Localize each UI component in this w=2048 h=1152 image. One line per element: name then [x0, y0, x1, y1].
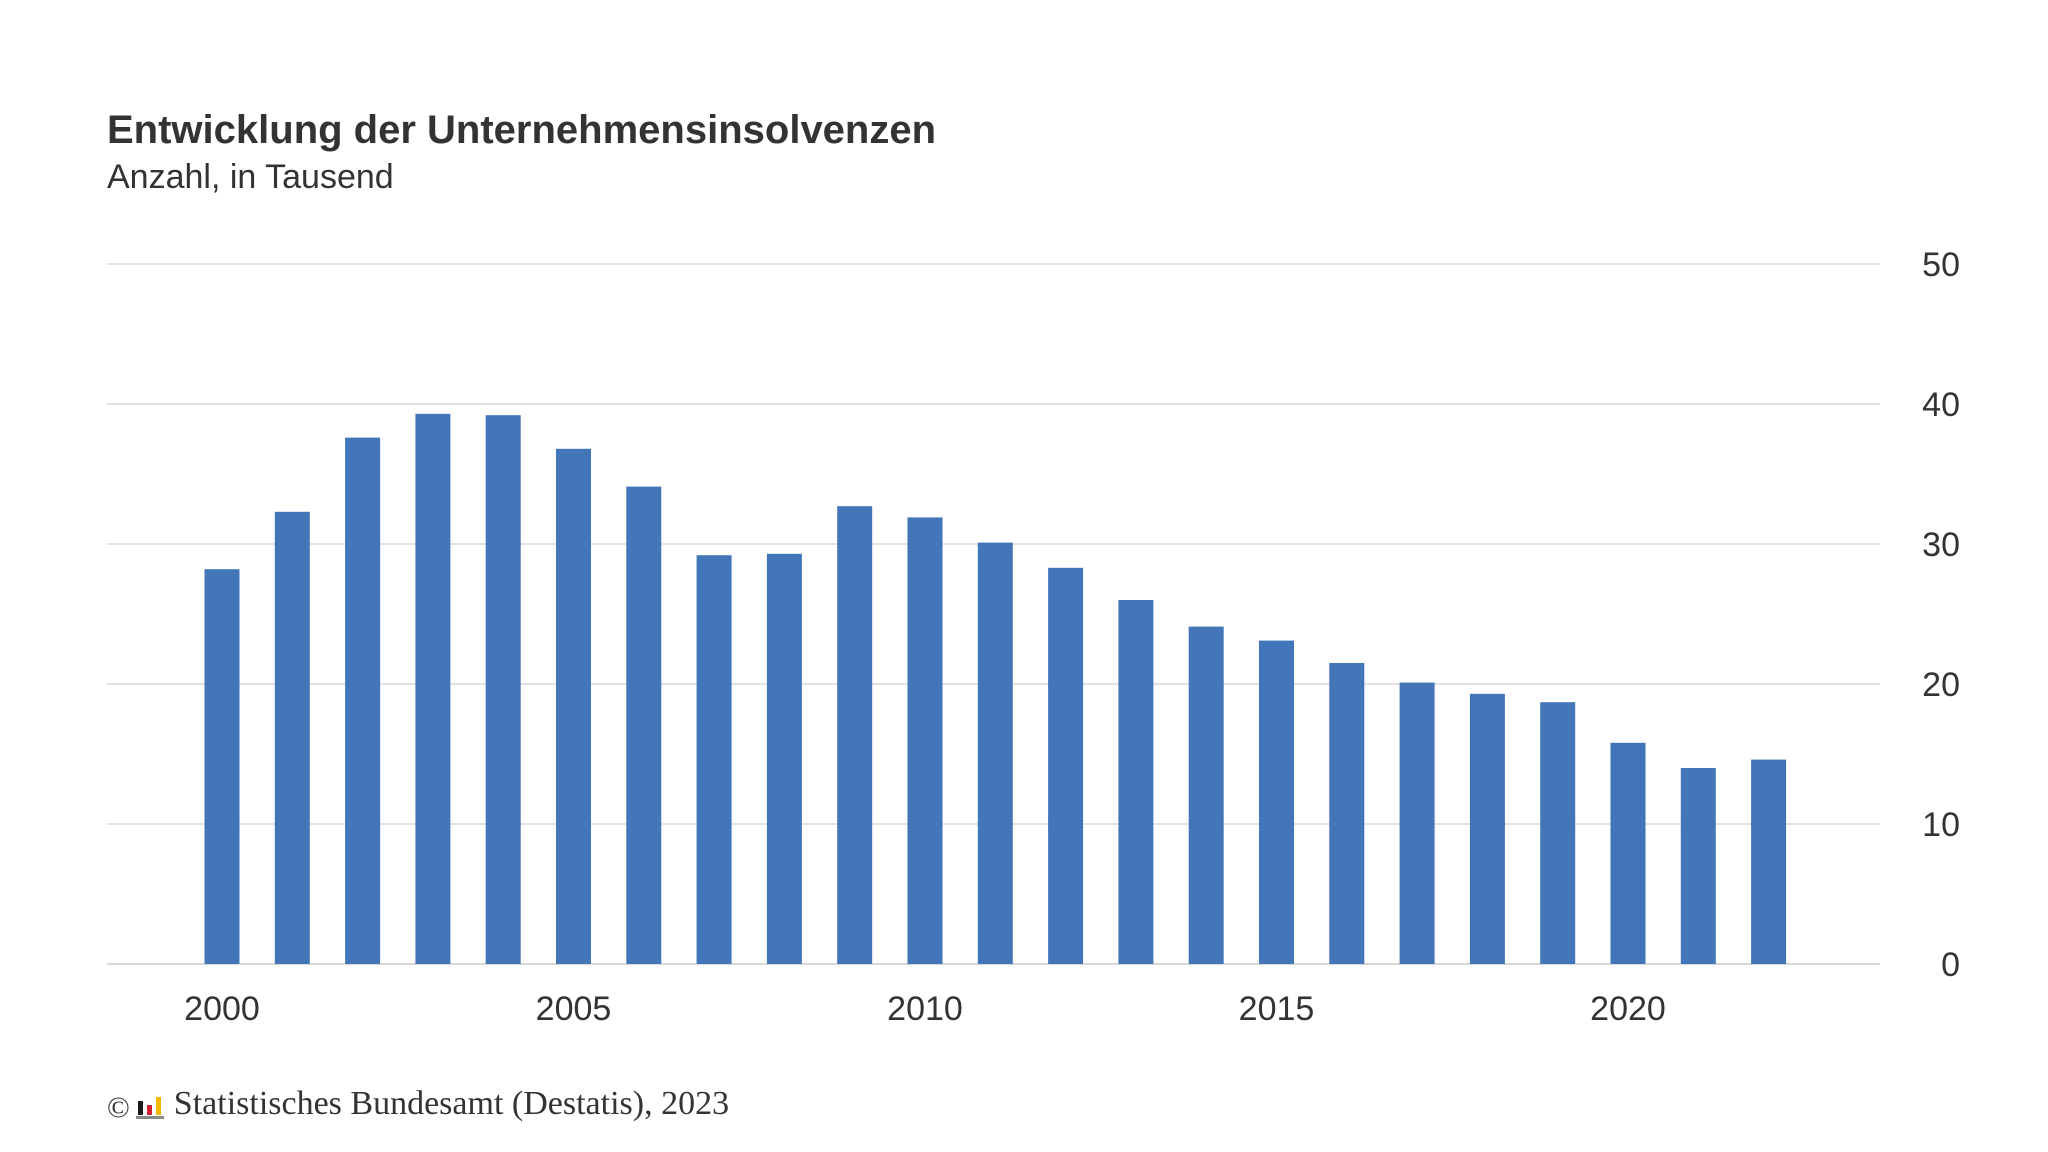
bar-2015: [1259, 640, 1294, 964]
source-text: Statistisches Bundesamt (Destatis), 2023: [173, 1085, 730, 1122]
y-tick-label: 40: [1922, 386, 1960, 424]
y-tick-label: 50: [1922, 246, 1960, 284]
bar-2005: [556, 448, 591, 964]
bar-2006: [626, 486, 662, 964]
chart-subtitle: Anzahl, in Tausend: [107, 158, 394, 196]
destatis-logo-icon: [135, 1097, 164, 1119]
bar-2007: [696, 555, 732, 964]
chart-title: Entwicklung der Unternehmensinsolvenzen: [107, 108, 937, 152]
bar-2010: [907, 517, 943, 964]
bar-2012: [1048, 567, 1084, 964]
bar-2014: [1188, 626, 1224, 964]
bar-2013: [1118, 600, 1154, 964]
y-tick-label: 10: [1922, 806, 1960, 844]
bar-2017: [1399, 682, 1435, 964]
bar-2018: [1469, 693, 1505, 964]
copyright-symbol: ©: [107, 1091, 130, 1124]
y-tick-label: 20: [1922, 666, 1960, 704]
bar-2000: [204, 569, 240, 964]
bar-2004: [485, 415, 521, 964]
y-tick-label: 0: [1941, 946, 1960, 984]
bar-2011: [977, 542, 1013, 964]
bar-2019: [1540, 702, 1576, 964]
bar-2020: [1610, 742, 1646, 964]
x-tick-label: 2005: [536, 990, 612, 1028]
bar-2001: [274, 511, 310, 964]
bar-2021: [1680, 768, 1716, 964]
x-tick-label: 2020: [1590, 990, 1666, 1028]
source-note: © Statistisches Bundesamt (Destatis), 20…: [107, 1085, 730, 1124]
y-axis: 0 10 20 30 40 50: [1922, 246, 1960, 984]
x-tick-label: 2010: [887, 990, 963, 1028]
bar-series: [204, 413, 1787, 965]
bar-2002: [345, 437, 381, 965]
bar-2009: [837, 506, 873, 964]
y-tick-label: 30: [1922, 526, 1960, 564]
bar-2022: [1751, 759, 1787, 964]
x-axis: 2000 2005 2010 2015 2020: [184, 990, 1666, 1028]
x-tick-label: 2000: [184, 990, 260, 1028]
bar-2016: [1329, 663, 1365, 964]
bar-2008: [766, 553, 802, 964]
x-tick-label: 2015: [1239, 990, 1315, 1028]
bar-2003: [415, 413, 451, 964]
